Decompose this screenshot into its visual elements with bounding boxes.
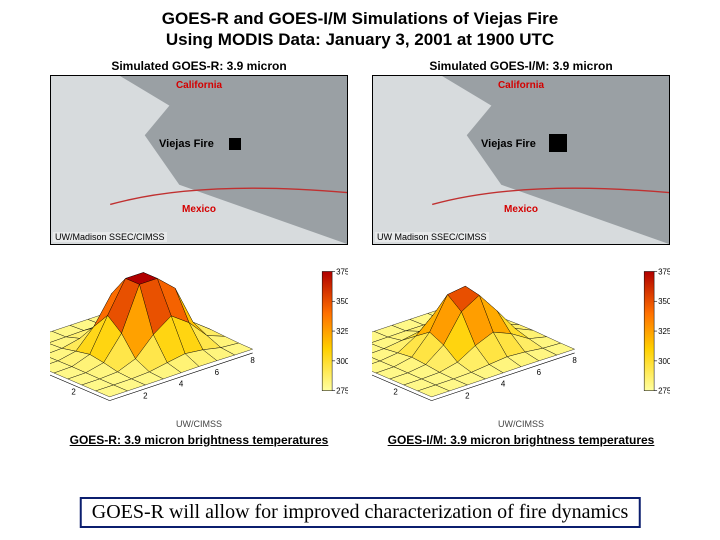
surf-left-svg: 27530032535037522446688275300325350375 (50, 251, 348, 431)
surf-right: 27530032535037522446688275300325350375 U… (372, 251, 670, 431)
surf-left: 27530032535037522446688275300325350375 U… (50, 251, 348, 431)
mexico-label-left: Mexico (182, 204, 216, 215)
svg-text:6: 6 (215, 367, 220, 376)
california-label-left: California (176, 80, 222, 91)
svg-text:2: 2 (393, 387, 398, 396)
svg-text:4: 4 (501, 379, 506, 388)
viejas-label-left: Viejas Fire (159, 138, 214, 150)
surf-caption-left: GOES-R: 3.9 micron brightness temperatur… (50, 431, 348, 447)
map-right-svg (373, 76, 669, 244)
svg-text:325: 325 (658, 327, 670, 336)
svg-text:8: 8 (572, 355, 577, 364)
footer-text: GOES-R will allow for improved character… (92, 501, 629, 523)
surf-caption-right: GOES-I/M: 3.9 micron brightness temperat… (372, 431, 670, 447)
svg-text:375: 375 (658, 267, 670, 276)
svg-text:2: 2 (465, 391, 470, 400)
viejas-label-right: Viejas Fire (481, 138, 536, 150)
title-line-2: Using MODIS Data: January 3, 2001 at 190… (40, 29, 680, 50)
svg-text:325: 325 (336, 327, 348, 336)
fire-dot-left (229, 138, 241, 150)
surf-right-svg: 27530032535037522446688275300325350375 (372, 251, 670, 431)
svg-text:350: 350 (336, 297, 348, 306)
svg-text:275: 275 (658, 386, 670, 395)
maps-row: Simulated GOES-R: 3.9 micron California … (0, 55, 720, 245)
surf-credit-left: UW/CIMSS (176, 419, 222, 429)
svg-text:300: 300 (658, 356, 670, 365)
surf-cell-right: 27530032535037522446688275300325350375 U… (372, 251, 670, 447)
svg-text:350: 350 (658, 297, 670, 306)
svg-text:2: 2 (143, 391, 148, 400)
map-cell-right: Simulated GOES-I/M: 3.9 micron Californi… (372, 55, 670, 245)
fire-dot-right (549, 134, 567, 152)
svg-text:8: 8 (250, 355, 255, 364)
title-line-1: GOES-R and GOES-I/M Simulations of Vieja… (40, 8, 680, 29)
svg-text:4: 4 (179, 379, 184, 388)
svg-text:300: 300 (336, 356, 348, 365)
page-title: GOES-R and GOES-I/M Simulations of Vieja… (0, 0, 720, 55)
surfaces-row: 275 300 325 350 375 2 2 4 4 6 6 8 8 275 300 325 350 375 U… (0, 251, 720, 447)
map-right: California Viejas Fire Mexico UW Madison… (372, 75, 670, 245)
surf-cell-left: 27530032535037522446688275300325350375 U… (50, 251, 348, 447)
map-left: California Viejas Fire Mexico UW/Madison… (50, 75, 348, 245)
map-title-right: Simulated GOES-I/M: 3.9 micron (372, 55, 670, 75)
mexico-label-right: Mexico (504, 204, 538, 215)
svg-text:2: 2 (71, 387, 76, 396)
footer-box: GOES-R will allow for improved character… (80, 497, 641, 528)
surf-credit-right: UW/CIMSS (498, 419, 544, 429)
map-left-svg (51, 76, 347, 244)
svg-text:275: 275 (336, 386, 348, 395)
svg-text:6: 6 (537, 367, 542, 376)
credit-right: UW Madison SSEC/CIMSS (375, 232, 489, 242)
map-title-left: Simulated GOES-R: 3.9 micron (50, 55, 348, 75)
credit-left: UW/Madison SSEC/CIMSS (53, 232, 167, 242)
svg-text:375: 375 (336, 267, 348, 276)
map-cell-left: Simulated GOES-R: 3.9 micron California … (50, 55, 348, 245)
california-label-right: California (498, 80, 544, 91)
